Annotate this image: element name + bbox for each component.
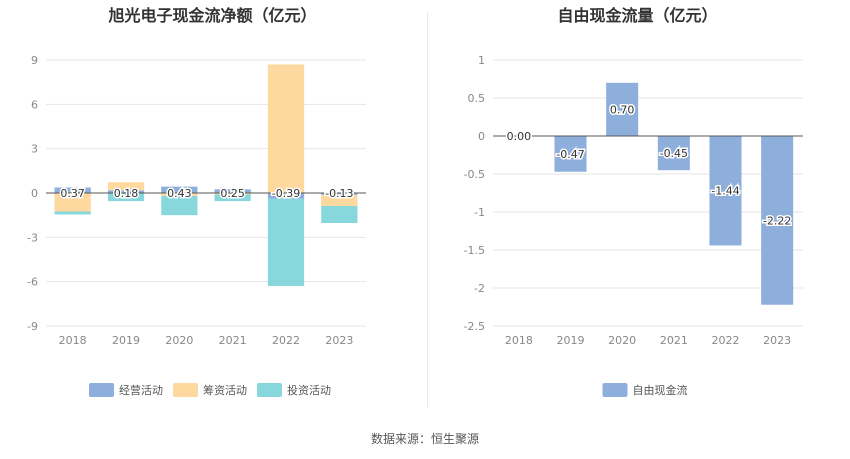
- x-tick-label: 2023: [325, 334, 353, 347]
- legend-label: 自由现金流: [633, 383, 688, 397]
- x-tick-label: 2022: [712, 334, 740, 347]
- y-tick-label: -1: [474, 206, 485, 219]
- bar: [606, 82, 639, 136]
- legend-label: 投资活动: [287, 383, 331, 397]
- x-tick-label: 2018: [59, 334, 87, 347]
- y-tick-label: -0.5: [464, 168, 485, 181]
- chart-title: 自由现金流量（亿元）: [557, 6, 718, 25]
- legend-swatch: [89, 383, 114, 397]
- chart-panel-cashflow: 旭光电子现金流净额（亿元） -9 -6 -3 0 3 6 9 2018 2019 2020 2021…: [0, 0, 425, 410]
- data-label: 0.70: [610, 103, 635, 116]
- bar: [267, 198, 305, 286]
- bar: [761, 136, 794, 305]
- legend-swatch: [257, 383, 282, 397]
- y-tick-label: -2.5: [464, 320, 485, 333]
- cashflow-chart-svg: -9 -6 -3 0 3 6 9 2018 2019 2020 2021 2022 2023 0.37 0.…: [27, 54, 366, 397]
- y-tick-label: -1.5: [464, 244, 485, 257]
- bar: [161, 195, 198, 216]
- data-source-note: 数据来源：恒生聚源: [370, 432, 479, 446]
- x-tick-label: 2021: [219, 334, 247, 347]
- bar: [54, 211, 91, 215]
- x-tick-label: 2020: [608, 334, 636, 347]
- data-label: -0.47: [556, 148, 584, 161]
- bar: [214, 189, 251, 193]
- y-tick-label: -6: [27, 276, 38, 289]
- data-label: 0.43: [167, 187, 192, 200]
- y-tick-label: -9: [27, 320, 38, 333]
- y-tick-label: 6: [31, 98, 38, 111]
- legend-label: 经营活动: [119, 383, 163, 397]
- chart-title: 旭光电子现金流净额（亿元）: [108, 6, 317, 25]
- data-label: -1.44: [711, 185, 739, 198]
- data-label: 0.25: [220, 187, 245, 200]
- data-label: -2.22: [763, 214, 791, 227]
- bar: [214, 194, 251, 202]
- bar: [321, 206, 358, 223]
- legend-swatch: [602, 383, 628, 397]
- x-tick-label: 2018: [505, 334, 533, 347]
- bar: [161, 193, 198, 196]
- data-label: -0.13: [325, 187, 353, 200]
- bar: [709, 136, 742, 246]
- x-tick-label: 2020: [165, 334, 193, 347]
- legend-label: 筹资活动: [203, 383, 247, 397]
- bar: [267, 193, 305, 199]
- bar: [657, 136, 690, 171]
- bar: [107, 190, 145, 193]
- x-tick-label: 2019: [557, 334, 585, 347]
- bar: [267, 64, 305, 193]
- x-tick-label: 2019: [112, 334, 140, 347]
- legend-swatch: [173, 383, 198, 397]
- y-tick-label: -3: [27, 231, 38, 244]
- bar: [321, 193, 358, 195]
- panel-divider: [427, 12, 428, 407]
- x-tick-label: 2022: [272, 334, 300, 347]
- y-tick-label: 9: [31, 54, 38, 67]
- bar: [214, 193, 251, 195]
- free-cashflow-chart-svg: -2.5 -2 -1.5 -1 -0.5 0 0.5 1 2018 2019 2020 2021 202…: [464, 54, 803, 397]
- y-tick-label: -2: [474, 282, 485, 295]
- bar: [107, 182, 145, 191]
- bar: [161, 186, 198, 193]
- bar: [54, 187, 91, 193]
- bar: [321, 194, 358, 207]
- bar: [107, 193, 145, 202]
- data-label: -0.39: [272, 187, 300, 200]
- data-label: 0.18: [114, 187, 139, 200]
- y-tick-label: 0: [478, 130, 485, 143]
- data-label: 0.37: [60, 187, 85, 200]
- y-tick-label: 3: [31, 143, 38, 156]
- data-label: 0.00: [507, 130, 531, 143]
- x-tick-label: 2023: [763, 334, 791, 347]
- y-tick-label: 1: [478, 54, 485, 67]
- chart-panel-free-cashflow: 自由现金流量（亿元） -2.5 -2 -1.5 -1 -0.5 0 0.5 1 2018 2019…: [425, 0, 850, 410]
- y-tick-label: 0.5: [468, 92, 486, 105]
- y-tick-label: 0: [31, 187, 38, 200]
- bar: [554, 136, 587, 172]
- bar: [54, 193, 91, 212]
- data-label: -0.45: [660, 147, 688, 160]
- x-tick-label: 2021: [660, 334, 688, 347]
